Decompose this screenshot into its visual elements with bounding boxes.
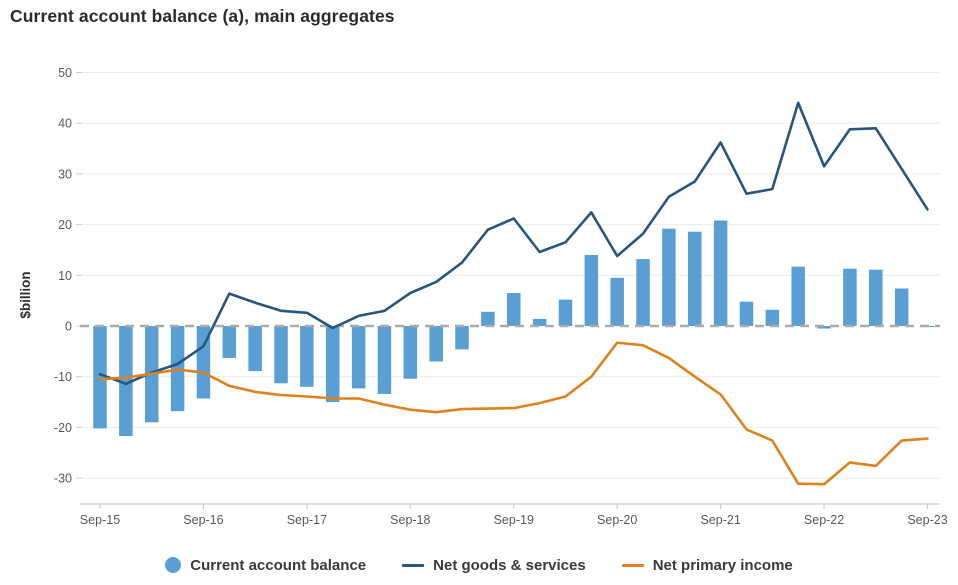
bar (869, 269, 883, 326)
y-tick-label: 10 (58, 269, 72, 283)
bar (403, 326, 418, 379)
y-tick-label: 30 (58, 167, 72, 181)
bar (481, 311, 495, 326)
bar (325, 326, 340, 403)
y-tick-label: -10 (54, 370, 72, 384)
chart-title: Current account balance (a), main aggreg… (10, 6, 395, 26)
bar (791, 266, 805, 326)
legend: Current account balance Net goods & serv… (0, 550, 958, 580)
x-tick-label: Sep-16 (183, 513, 223, 527)
x-tick-label: Sep-21 (700, 513, 740, 527)
bar (636, 259, 650, 326)
bar (429, 326, 443, 362)
bar (377, 326, 392, 394)
bar (584, 255, 599, 326)
x-tick-label: Sep-15 (80, 513, 120, 527)
bar (817, 326, 831, 329)
legend-label: Current account balance (190, 556, 367, 574)
plot-area: 50 40 30 20 10 0 -10 -20 -30 Sep-15 Sep-16 Sep-17 Se… (18, 66, 948, 527)
bar (222, 326, 237, 358)
x-tick-label: Sep-18 (390, 513, 430, 527)
legend-circle-marker-icon (165, 557, 182, 573)
legend-label: Net primary income (652, 556, 793, 574)
y-tick-label: 20 (58, 218, 72, 232)
bar (93, 326, 107, 429)
bar (894, 288, 909, 326)
bar (765, 309, 780, 326)
legend-item-current-account-balance: Current account balance (165, 557, 366, 574)
bar (248, 326, 262, 372)
y-tick-label: 50 (58, 66, 72, 80)
x-tick-label: Sep-19 (494, 513, 534, 527)
net-primary-income-line (98, 341, 929, 486)
legend-label: Net goods & services (433, 556, 586, 574)
y-axis-title: $billion (18, 271, 33, 318)
bar (558, 299, 573, 326)
bar (274, 326, 288, 384)
y-tick-label: -20 (54, 421, 72, 435)
bar (119, 326, 133, 437)
bar (739, 301, 754, 326)
x-tick-label: Sep-23 (907, 513, 947, 527)
bar (507, 293, 521, 326)
x-tick-label: Sep-17 (287, 513, 327, 527)
bar (455, 326, 469, 350)
x-tick-label: Sep-22 (804, 513, 844, 527)
y-tick-label: 0 (65, 320, 72, 334)
legend-item-net-goods-services: Net goods & services (402, 557, 586, 574)
bar (688, 231, 702, 326)
net-goods-services-line (98, 101, 929, 386)
x-tick-label: Sep-20 (597, 513, 637, 527)
bar (300, 326, 314, 387)
legend-line-marker-icon (402, 563, 425, 567)
bar (662, 228, 676, 326)
bar (713, 220, 728, 326)
bar (843, 268, 857, 326)
y-tick-label: 40 (58, 117, 72, 131)
y-tick-label: -30 (54, 472, 72, 486)
legend-item-net-primary-income: Net primary income (621, 556, 793, 574)
bar (196, 326, 211, 399)
bar (610, 277, 624, 326)
bar (351, 326, 366, 389)
legend-line-marker-icon (621, 563, 644, 567)
bar (532, 318, 547, 326)
